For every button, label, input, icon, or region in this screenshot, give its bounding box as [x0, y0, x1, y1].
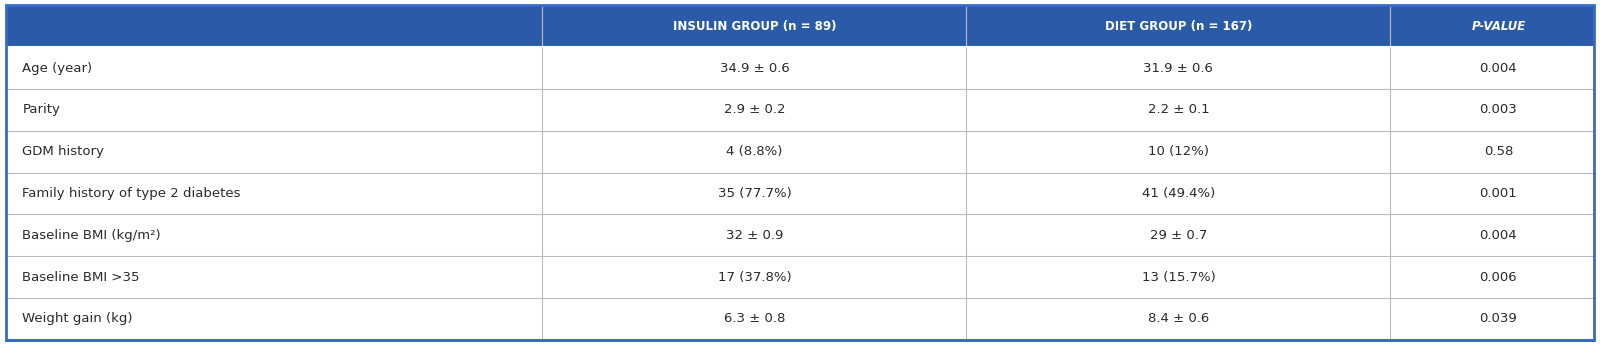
Text: 4 (8.8%): 4 (8.8%)	[726, 145, 782, 158]
Text: 29 ± 0.7: 29 ± 0.7	[1150, 229, 1206, 242]
Text: Baseline BMI >35: Baseline BMI >35	[22, 271, 139, 284]
Text: 0.004: 0.004	[1480, 62, 1517, 75]
Text: Age (year): Age (year)	[22, 62, 93, 75]
Text: 32 ± 0.9: 32 ± 0.9	[726, 229, 782, 242]
Text: 0.001: 0.001	[1480, 187, 1517, 200]
Bar	[6, 131, 1594, 173]
Text: Family history of type 2 diabetes: Family history of type 2 diabetes	[22, 187, 242, 200]
Bar	[6, 256, 1594, 298]
Text: 34.9 ± 0.6: 34.9 ± 0.6	[720, 62, 789, 75]
Text: 31.9 ± 0.6: 31.9 ± 0.6	[1144, 62, 1213, 75]
Bar	[6, 5, 1594, 47]
Bar	[6, 215, 1594, 256]
Text: 8.4 ± 0.6: 8.4 ± 0.6	[1147, 312, 1210, 325]
Text: DIET GROUP (n = 167): DIET GROUP (n = 167)	[1104, 20, 1253, 33]
Text: 17 (37.8%): 17 (37.8%)	[717, 271, 792, 284]
Text: INSULIN GROUP (n = 89): INSULIN GROUP (n = 89)	[672, 20, 837, 33]
Bar	[6, 89, 1594, 131]
Bar	[6, 298, 1594, 340]
Text: GDM history: GDM history	[22, 145, 104, 158]
Text: 0.58: 0.58	[1483, 145, 1514, 158]
Text: 0.006: 0.006	[1480, 271, 1517, 284]
Text: Baseline BMI (kg/m²): Baseline BMI (kg/m²)	[22, 229, 162, 242]
Text: 13 (15.7%): 13 (15.7%)	[1141, 271, 1216, 284]
Text: Parity: Parity	[22, 103, 61, 116]
Text: P-VALUE: P-VALUE	[1472, 20, 1525, 33]
Text: 2.9 ± 0.2: 2.9 ± 0.2	[723, 103, 786, 116]
Text: 35 (77.7%): 35 (77.7%)	[717, 187, 792, 200]
Text: 0.003: 0.003	[1480, 103, 1517, 116]
Text: Weight gain (kg): Weight gain (kg)	[22, 312, 133, 325]
Bar	[6, 173, 1594, 215]
Text: 0.004: 0.004	[1480, 229, 1517, 242]
Bar	[6, 47, 1594, 89]
Text: 6.3 ± 0.8: 6.3 ± 0.8	[723, 312, 786, 325]
Text: 41 (49.4%): 41 (49.4%)	[1142, 187, 1214, 200]
Text: 10 (12%): 10 (12%)	[1147, 145, 1210, 158]
Text: 0.039: 0.039	[1480, 312, 1517, 325]
Text: 2.2 ± 0.1: 2.2 ± 0.1	[1147, 103, 1210, 116]
